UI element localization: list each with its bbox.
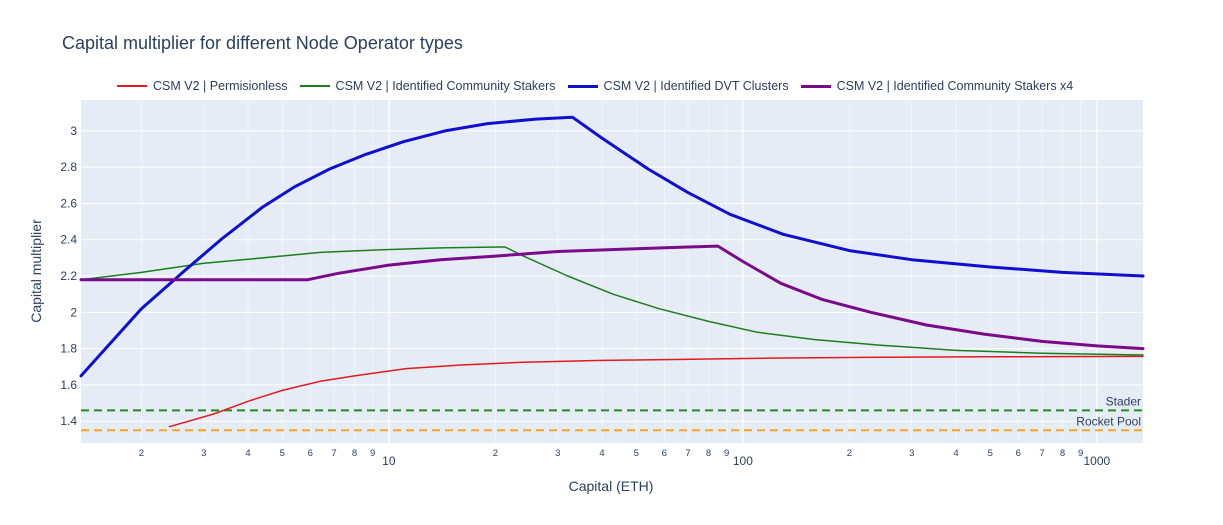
x-minor-tick-label: 4: [953, 448, 958, 459]
series-line-1: [80, 246, 1144, 356]
x-minor-tick-label: 4: [599, 448, 604, 459]
legend-label-dvt: CSM V2 | Identified DVT Clusters: [603, 79, 789, 93]
y-tick-label: 3: [70, 124, 77, 138]
y-axis-label: Capital multiplier: [28, 219, 44, 323]
x-minor-tick-label: 5: [988, 448, 993, 459]
x-minor-tick-label: 8: [706, 448, 711, 459]
x-major-tick-label: 10: [382, 454, 396, 468]
series-line-2: [79, 115, 1145, 378]
x-major-tick-label: 1000: [1084, 454, 1111, 468]
x-minor-tick-label: 4: [245, 448, 250, 459]
legend-label-ics: CSM V2 | Identified Community Stakers: [335, 79, 556, 93]
legend-label-ics-x4: CSM V2 | Identified Community Stakers x4: [836, 79, 1074, 93]
legend-swatch-ics-x4: [800, 84, 831, 88]
plot-background: [81, 100, 1143, 443]
series-line-0: [168, 355, 1144, 428]
x-minor-tick-label: 5: [280, 448, 285, 459]
x-minor-tick-label: 9: [724, 448, 729, 459]
y-tick-label: 2: [70, 305, 77, 319]
legend-item-ics[interactable]: CSM V2 | Identified Community Stakers: [299, 79, 556, 93]
y-tick-label: 1.6: [60, 378, 77, 392]
x-minor-tick-label: 3: [201, 448, 206, 459]
x-minor-tick-label: 6: [308, 448, 313, 459]
y-tick-label: 1.8: [60, 342, 77, 356]
y-tick-label: 2.8: [60, 160, 77, 174]
x-minor-tick-label: 9: [1078, 448, 1083, 459]
series-line-3: [79, 244, 1145, 351]
legend-item-dvt[interactable]: CSM V2 | Identified DVT Clusters: [567, 79, 789, 93]
reference-line-label: Stader: [1106, 394, 1141, 408]
chart-title: Capital multiplier for different Node Op…: [62, 33, 463, 53]
x-minor-tick-label: 2: [493, 448, 498, 459]
x-axis-label: Capital (ETH): [568, 478, 654, 494]
x-minor-tick-label: 3: [555, 448, 560, 459]
y-tick-label: 2.6: [60, 196, 77, 210]
x-minor-tick-label: 7: [685, 448, 690, 459]
x-minor-tick-label: 7: [331, 448, 336, 459]
x-minor-tick-label: 7: [1039, 448, 1044, 459]
x-minor-tick-label: 8: [352, 448, 357, 459]
x-minor-tick-label: 3: [909, 448, 914, 459]
y-tick-label: 1.4: [60, 414, 77, 428]
x-minor-tick-label: 6: [1016, 448, 1021, 459]
legend-label-permissionless: CSM V2 | Permisionless: [153, 79, 288, 93]
legend-item-ics-x4[interactable]: CSM V2 | Identified Community Stakers x4: [800, 79, 1074, 93]
x-minor-tick-label: 5: [634, 448, 639, 459]
legend-swatch-permissionless: [117, 85, 147, 87]
x-minor-tick-label: 6: [662, 448, 667, 459]
x-minor-tick-label: 2: [139, 448, 144, 459]
legend-swatch-dvt: [567, 84, 598, 88]
y-tick-label: 2.4: [60, 233, 77, 247]
x-minor-tick-label: 8: [1060, 448, 1065, 459]
x-minor-tick-label: 9: [370, 448, 375, 459]
legend: CSM V2 | Permisionless CSM V2 | Identifi…: [117, 78, 1085, 94]
y-tick-label: 2.2: [60, 269, 77, 283]
legend-swatch-ics: [299, 85, 330, 87]
x-minor-tick-label: 2: [847, 448, 852, 459]
x-major-tick-label: 100: [733, 454, 753, 468]
legend-item-permissionless[interactable]: CSM V2 | Permisionless: [117, 79, 288, 93]
reference-line-label: Rocket Pool: [1076, 414, 1141, 428]
